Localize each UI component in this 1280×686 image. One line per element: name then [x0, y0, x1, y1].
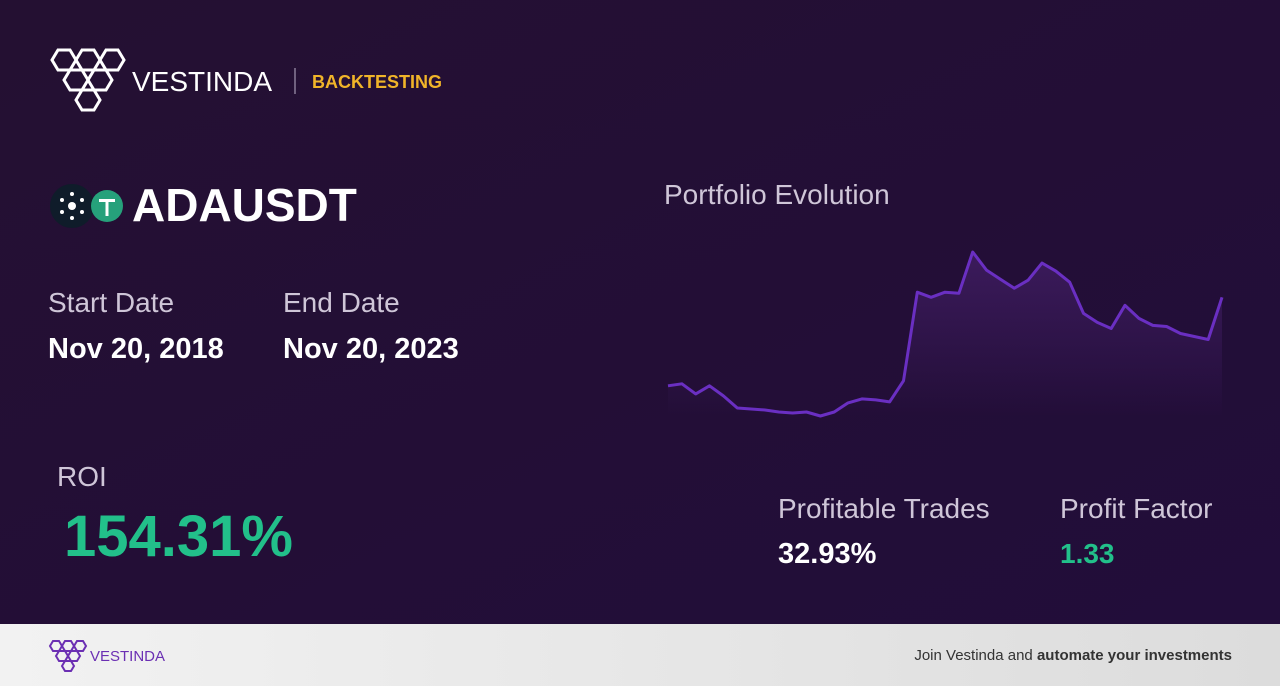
footer — [0, 624, 1280, 686]
roi-label: ROI — [57, 461, 107, 492]
ada-dots — [60, 192, 84, 220]
end-value: Nov 20, 2023 — [283, 333, 459, 365]
footer-brand: VESTINDA — [90, 648, 165, 665]
footer-text: Join Vestinda and automate your investme… — [914, 647, 1232, 664]
footer-bold: automate your investments — [1037, 647, 1232, 664]
trades-label: Profitable Trades — [778, 493, 990, 524]
end-label: End Date — [283, 287, 400, 318]
start-label: Start Date — [48, 287, 174, 318]
chart-title: Portfolio Evolution — [664, 179, 890, 210]
factor-value: 1.33 — [1060, 538, 1115, 569]
usdt-symbol — [99, 199, 115, 216]
chart-line — [667, 250, 1224, 418]
factor-label: Profit Factor — [1060, 493, 1212, 524]
footer-plain: Join Vestinda and — [914, 647, 1037, 664]
section: BACKTESTING — [312, 72, 442, 92]
roi-value: 154.31% — [64, 504, 293, 569]
chart — [667, 250, 1224, 418]
start-value: Nov 20, 2018 — [48, 333, 224, 365]
footer-logo — [48, 640, 88, 672]
chart-area — [668, 252, 1222, 416]
logo-icon — [50, 48, 126, 112]
pair: ADAUSDT — [132, 179, 357, 231]
brand: VESTINDA — [132, 66, 272, 97]
trades-value: 32.93% — [778, 538, 877, 570]
